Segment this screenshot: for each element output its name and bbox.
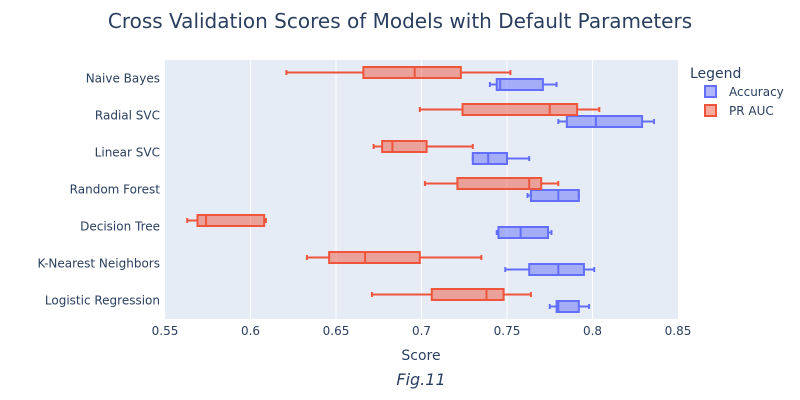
legend-item-pr-auc[interactable]: PR AUC	[704, 104, 774, 118]
x-tick-label-0: 0.55	[152, 324, 179, 338]
x-tick-label-5: 0.8	[583, 324, 602, 338]
box-iqr-decision-tree-pr-auc	[196, 214, 266, 227]
box-series	[186, 66, 656, 313]
legend: Legend Accuracy PR AUC	[690, 66, 784, 118]
series-pr-auc	[186, 66, 601, 301]
box-decision-tree-pr-auc[interactable]	[186, 214, 267, 227]
box-random-forest-pr-auc[interactable]	[423, 177, 560, 190]
box-linear-svc-pr-auc[interactable]	[372, 140, 474, 153]
y-tick-label-linear-svc: Linear SVC	[95, 146, 160, 160]
x-tick-label-1: 0.6	[241, 324, 260, 338]
box-iqr-linear-svc-pr-auc	[381, 140, 428, 153]
x-tick-label-6: 0.85	[665, 324, 692, 338]
series-accuracy	[471, 78, 656, 313]
box-iqr-random-forest-accuracy	[529, 189, 580, 202]
box-radial-svc-accuracy[interactable]	[557, 115, 656, 128]
box-radial-svc-pr-auc[interactable]	[418, 103, 601, 116]
y-tick-label-naive-bayes: Naive Bayes	[86, 72, 160, 86]
box-iqr-k-nearest-neighbors-accuracy	[528, 263, 585, 276]
y-tick-label-random-forest: Random Forest	[70, 183, 161, 197]
x-axis: 0.55 0.6 0.65 0.7 0.75 0.8 0.85	[152, 324, 692, 338]
x-tick-label-3: 0.7	[412, 324, 431, 338]
box-iqr-naive-bayes-accuracy	[495, 78, 544, 91]
box-linear-svc-accuracy[interactable]	[471, 152, 531, 165]
box-k-nearest-neighbors-pr-auc[interactable]	[305, 251, 483, 264]
figure-caption: Fig.11	[396, 370, 445, 389]
x-axis-title: Score	[401, 348, 440, 364]
box-logistic-regression-pr-auc[interactable]	[370, 288, 532, 301]
box-decision-tree-accuracy[interactable]	[495, 226, 553, 239]
box-iqr-radial-svc-accuracy	[565, 115, 644, 128]
y-tick-label-k-nearest-neighbors: K-Nearest Neighbors	[37, 257, 160, 271]
box-naive-bayes-pr-auc[interactable]	[285, 66, 512, 79]
legend-label-pr-auc: PR AUC	[729, 104, 774, 118]
y-tick-label-logistic-regression: Logistic Regression	[45, 294, 160, 308]
chart-title: Cross Validation Scores of Models with D…	[108, 9, 692, 33]
box-iqr-k-nearest-neighbors-pr-auc	[328, 251, 421, 264]
box-iqr-linear-svc-accuracy	[471, 152, 508, 165]
x-tick-label-4: 0.75	[494, 324, 521, 338]
box-iqr-naive-bayes-pr-auc	[362, 66, 462, 79]
box-iqr-random-forest-pr-auc	[456, 177, 543, 190]
box-iqr-logistic-regression-accuracy	[555, 300, 580, 313]
legend-item-accuracy[interactable]: Accuracy	[704, 85, 784, 99]
box-random-forest-accuracy[interactable]	[526, 189, 580, 202]
y-tick-label-radial-svc: Radial SVC	[95, 109, 160, 123]
x-tick-label-2: 0.65	[323, 324, 350, 338]
legend-title: Legend	[690, 66, 741, 82]
legend-swatch-pr-auc	[704, 104, 717, 117]
box-iqr-decision-tree-accuracy	[497, 226, 550, 239]
box-logistic-regression-accuracy[interactable]	[548, 300, 591, 313]
y-axis: Naive Bayes Radial SVC Linear SVC Random Fo…	[37, 72, 160, 308]
legend-label-accuracy: Accuracy	[729, 85, 784, 99]
box-k-nearest-neighbors-accuracy[interactable]	[504, 263, 596, 276]
legend-swatch-accuracy	[704, 85, 717, 98]
box-naive-bayes-accuracy[interactable]	[488, 78, 558, 91]
box-iqr-logistic-regression-pr-auc	[430, 288, 505, 301]
box-iqr-radial-svc-pr-auc	[461, 103, 579, 116]
y-tick-label-decision-tree: Decision Tree	[80, 220, 160, 234]
